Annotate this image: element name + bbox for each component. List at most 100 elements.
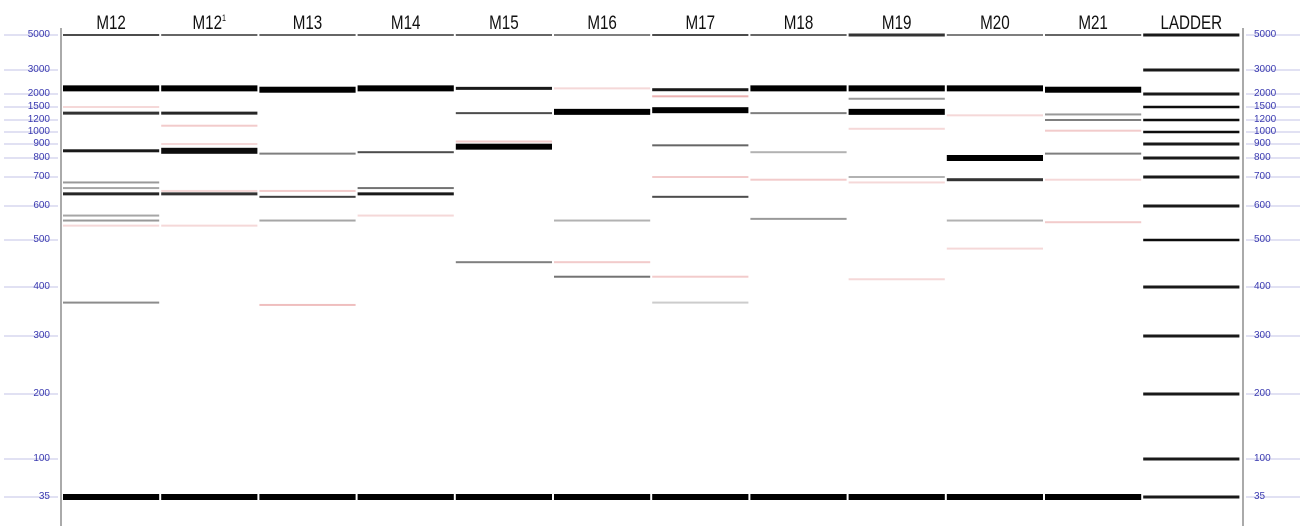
gel-band bbox=[455, 34, 552, 36]
gel-band bbox=[357, 34, 454, 36]
gel-band bbox=[848, 278, 945, 281]
marker-label-right: 1200 bbox=[1254, 114, 1277, 125]
gel-band bbox=[1143, 68, 1240, 72]
marker-label-right: 700 bbox=[1254, 171, 1271, 182]
lane-label: M17 bbox=[686, 11, 716, 33]
gel-band bbox=[259, 494, 356, 500]
gel-band bbox=[63, 34, 160, 36]
marker-label-left: 35 bbox=[39, 491, 51, 502]
gel-band bbox=[554, 494, 651, 500]
lane-label: M15 bbox=[489, 11, 519, 33]
gel-band bbox=[554, 275, 651, 278]
gel-band bbox=[63, 106, 160, 108]
gel-band bbox=[946, 155, 1043, 161]
marker-label-right: 35 bbox=[1254, 491, 1266, 502]
lane-label: M21 bbox=[1078, 11, 1108, 33]
marker-label-left: 200 bbox=[33, 388, 50, 399]
gel-band bbox=[652, 195, 749, 198]
gel-band bbox=[652, 107, 749, 114]
gel-band bbox=[1143, 105, 1240, 109]
gel-band bbox=[161, 85, 258, 92]
gel-band bbox=[161, 224, 258, 227]
gel-band bbox=[161, 34, 258, 36]
lane-label: M12 bbox=[96, 11, 126, 33]
gel-band bbox=[1143, 457, 1240, 461]
gel-band bbox=[848, 494, 945, 500]
marker-label-right: 600 bbox=[1254, 200, 1271, 211]
gel-band bbox=[259, 303, 356, 306]
gel-band bbox=[357, 85, 454, 92]
gel-band bbox=[1045, 129, 1142, 132]
gel-band bbox=[63, 494, 160, 500]
gel-band bbox=[750, 178, 847, 181]
gel-band bbox=[848, 176, 945, 178]
gel-band bbox=[652, 95, 749, 98]
marker-label-left: 600 bbox=[33, 200, 50, 211]
marker-label-right: 2000 bbox=[1254, 88, 1277, 99]
gel-band bbox=[946, 219, 1043, 222]
gel-band bbox=[357, 151, 454, 154]
marker-label-right: 400 bbox=[1254, 281, 1271, 292]
gel-band bbox=[1143, 285, 1240, 289]
gel-band bbox=[259, 195, 356, 198]
gel-band bbox=[63, 214, 160, 217]
lane-label: M16 bbox=[587, 11, 617, 33]
gel-band bbox=[554, 108, 651, 115]
marker-label-right: 5000 bbox=[1254, 29, 1277, 40]
gel-band bbox=[161, 111, 258, 115]
gel-band bbox=[848, 108, 945, 115]
gel-band bbox=[455, 261, 552, 264]
gel-band bbox=[652, 88, 749, 92]
marker-label-left: 1000 bbox=[28, 126, 51, 137]
marker-label-left: 1500 bbox=[28, 101, 51, 112]
gel-band bbox=[1143, 130, 1240, 134]
gel-band bbox=[455, 143, 552, 150]
gel-band bbox=[1143, 204, 1240, 208]
gel-band bbox=[1143, 392, 1240, 396]
marker-label-right: 500 bbox=[1254, 234, 1271, 245]
gel-band bbox=[357, 187, 454, 190]
gel-band bbox=[1045, 221, 1142, 224]
gel-band bbox=[63, 181, 160, 184]
gel-band bbox=[652, 275, 749, 278]
gel-band bbox=[848, 85, 945, 92]
gel-band bbox=[848, 97, 945, 100]
gel-band bbox=[259, 86, 356, 93]
gel-band bbox=[652, 144, 749, 147]
gel-band bbox=[946, 114, 1043, 117]
marker-label-left: 2000 bbox=[28, 88, 51, 99]
marker-label-right: 900 bbox=[1254, 138, 1271, 149]
gel-band bbox=[161, 189, 258, 192]
gel-band bbox=[161, 494, 258, 500]
gel-band bbox=[63, 301, 160, 304]
gel-band bbox=[946, 494, 1043, 500]
gel-band bbox=[1143, 495, 1240, 499]
gel-band bbox=[554, 34, 651, 36]
gel-band bbox=[554, 219, 651, 222]
marker-label-left: 700 bbox=[33, 171, 50, 182]
gel-band bbox=[1143, 92, 1240, 96]
lane-label: M13 bbox=[293, 11, 323, 33]
gel-band bbox=[161, 124, 258, 127]
gel-band bbox=[750, 112, 847, 115]
gel-band bbox=[357, 192, 454, 196]
marker-label-right: 3000 bbox=[1254, 64, 1277, 75]
gel-band bbox=[652, 34, 749, 36]
gel-band bbox=[259, 34, 356, 36]
lane-label: M18 bbox=[784, 11, 814, 33]
gel-band bbox=[455, 112, 552, 115]
gel-band bbox=[259, 152, 356, 155]
gel-band bbox=[750, 494, 847, 500]
gel-band bbox=[1045, 119, 1142, 121]
gel-band bbox=[946, 85, 1043, 92]
marker-label-left: 1200 bbox=[28, 114, 51, 125]
gel-band bbox=[1143, 142, 1240, 146]
marker-label-right: 1000 bbox=[1254, 126, 1277, 137]
gel-band bbox=[750, 85, 847, 92]
gel-band bbox=[750, 151, 847, 154]
gel-band bbox=[1143, 118, 1240, 122]
gel-band bbox=[63, 187, 160, 190]
gel-band bbox=[1143, 238, 1240, 242]
marker-label-left: 5000 bbox=[28, 29, 51, 40]
